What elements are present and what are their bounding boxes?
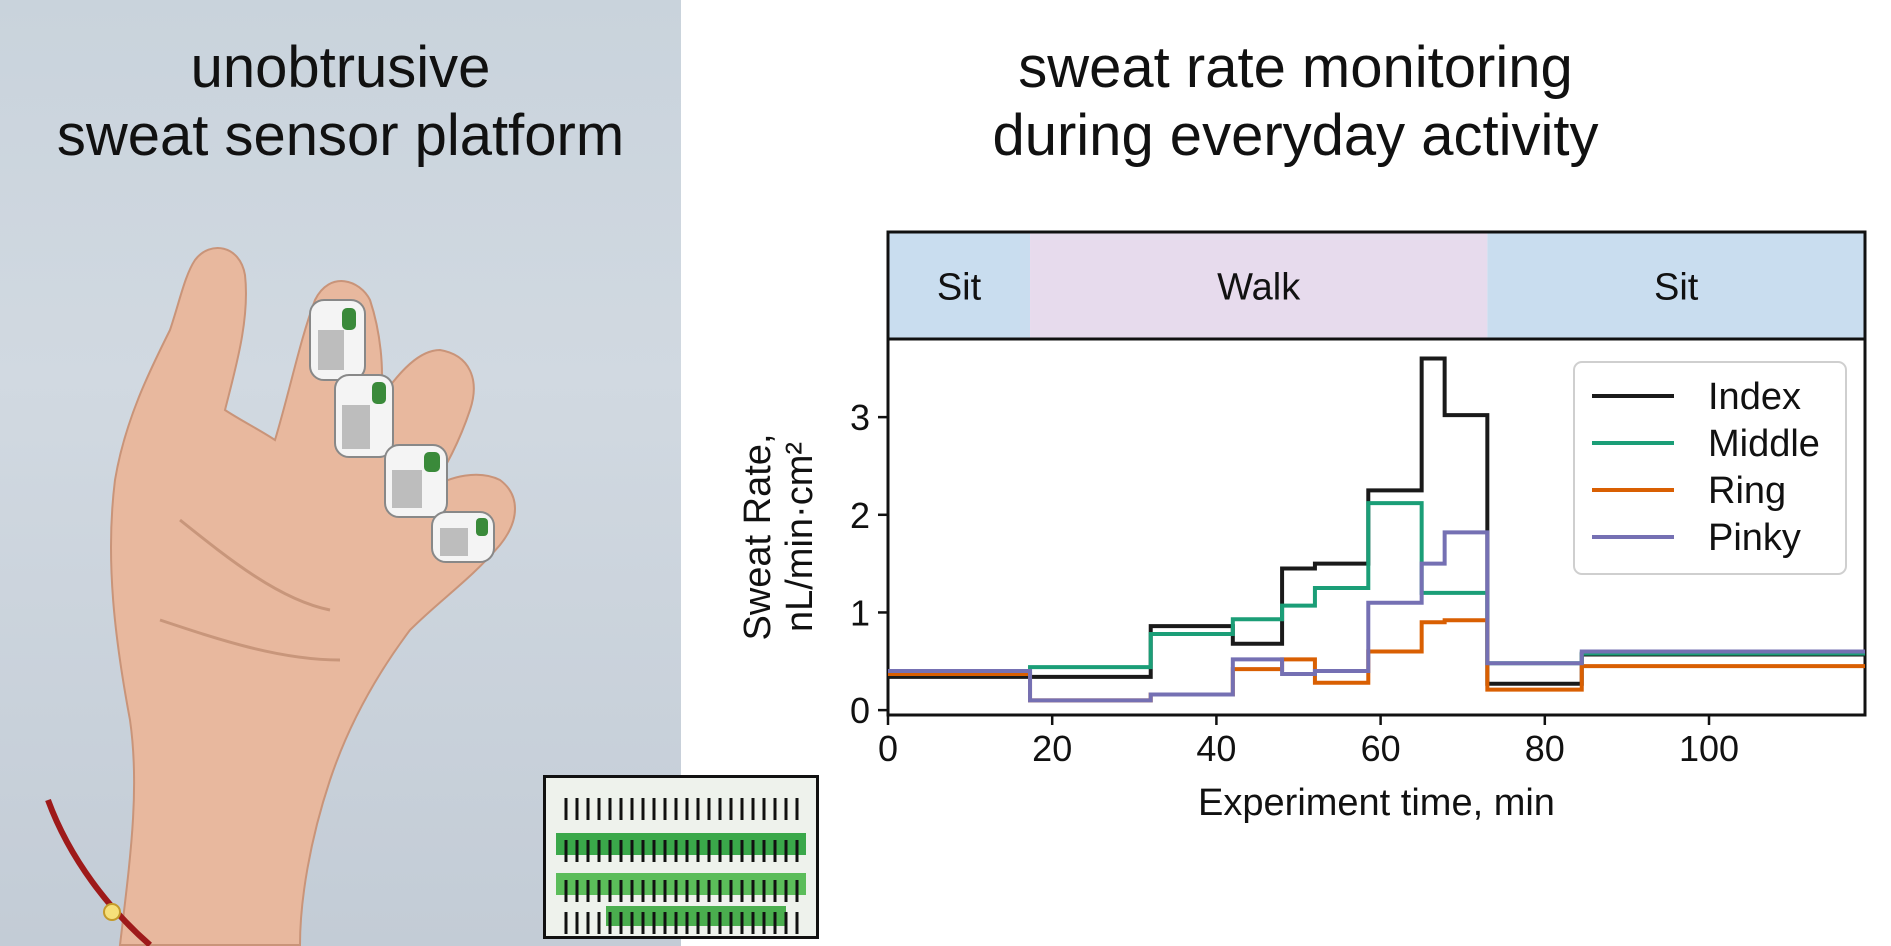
x-tick-label: 0 [878, 728, 898, 769]
chart-heading-line-1: sweat rate monitoring [1018, 35, 1573, 100]
x-tick-label: 20 [1032, 728, 1072, 769]
chart-heading: sweat rate monitoring during everyday ac… [700, 34, 1891, 170]
nail-sensor-middle [334, 374, 394, 458]
x-tick-label: 80 [1525, 728, 1565, 769]
x-axis-label: Experiment time, min [1198, 782, 1555, 824]
hand-illustration [45, 247, 516, 946]
x-tick-label: 100 [1679, 728, 1739, 769]
nail-sensor-index [309, 299, 366, 381]
palm-crease [179, 518, 331, 612]
activity-band-label: Sit [937, 267, 982, 309]
left-title-line-1: unobtrusive [190, 35, 491, 100]
legend-label-index: Index [1708, 376, 1801, 418]
y-tick-label: 0 [850, 690, 870, 731]
sensor-closeup-inset [543, 775, 819, 939]
y-tick-label: 2 [850, 495, 870, 536]
chart-heading-line-2: during everyday activity [992, 103, 1599, 168]
bracelet-charm [103, 903, 121, 921]
series-line-ring [888, 618, 1865, 703]
left-title-line-2: sweat sensor platform [56, 103, 625, 168]
y-tick-label: 1 [850, 592, 870, 633]
activity-band-label: Walk [1217, 267, 1301, 309]
microfluidic-channel-image [546, 778, 816, 936]
legend-label-middle: Middle [1708, 423, 1820, 465]
y-tick-label: 3 [850, 397, 870, 438]
activity-band-sit [888, 232, 1031, 339]
nail-sensor-pinky [431, 511, 495, 563]
activity-band-sit [1487, 232, 1865, 339]
plot-frame [886, 337, 1867, 717]
activity-band-label: Sit [1654, 267, 1699, 309]
palm-crease [159, 618, 341, 662]
x-tick-label: 60 [1361, 728, 1401, 769]
activity-band-walk [1030, 232, 1488, 339]
series-line-pinky [888, 530, 1865, 703]
legend-label-pinky: Pinky [1708, 517, 1801, 559]
hand-shape [110, 247, 516, 946]
hand-photo-panel: unobtrusive sweat sensor platform [0, 0, 681, 946]
bracelet [45, 798, 152, 946]
nail-sensor-ring [384, 444, 448, 518]
y-axis-label-line-1: Sweat Rate, [737, 434, 779, 641]
legend-label-ring: Ring [1708, 470, 1786, 512]
legend-box [1573, 361, 1847, 575]
x-tick-label: 40 [1196, 728, 1236, 769]
y-axis-label-line-2: nL/min·cm² [779, 442, 821, 632]
